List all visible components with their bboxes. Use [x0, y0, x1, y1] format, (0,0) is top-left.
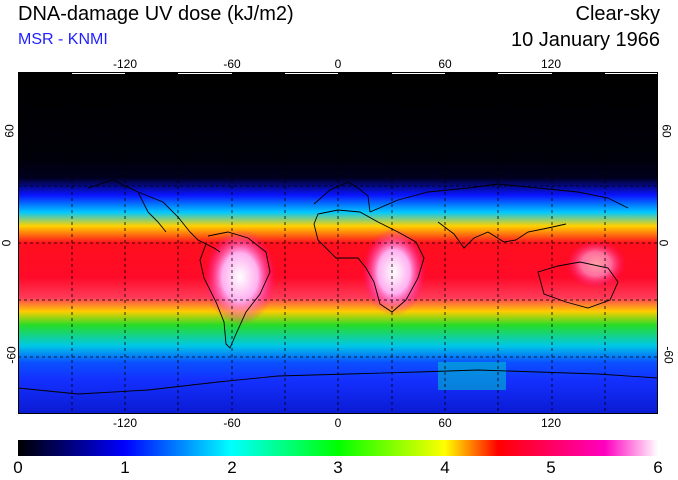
- bottom-lon-label: -120: [112, 416, 138, 430]
- map-title: DNA-damage UV dose (kJ/m2): [18, 3, 294, 25]
- colorbar-gradient: [18, 440, 658, 456]
- top-lon-label: -60: [223, 57, 241, 71]
- africa-hotspot: [362, 228, 426, 316]
- colorbar-label: 6: [653, 458, 663, 477]
- colorbar-label: 0: [13, 458, 23, 477]
- colorbar-label: 2: [227, 458, 237, 477]
- date-label: 10 January 1966: [510, 29, 660, 51]
- left-lat-label: -60: [4, 346, 19, 364]
- bottom-lon-label: 120: [540, 416, 562, 430]
- antarctic-anomaly: [438, 362, 506, 390]
- right-lat-label: 60: [659, 124, 674, 138]
- colorbar-label: 3: [333, 458, 343, 477]
- graticule: [18, 72, 658, 414]
- bottom-lon-label: 0: [334, 416, 342, 430]
- top-lon-label: 120: [540, 57, 562, 71]
- coastlines: [18, 179, 658, 395]
- top-lon-label: 0: [334, 57, 342, 71]
- color-scale-bar: [18, 440, 658, 456]
- colorbar-label: 5: [546, 458, 556, 477]
- left-lat-label: 60: [2, 124, 17, 138]
- australia-hotspot: [566, 240, 626, 288]
- colorbar-label: 4: [440, 458, 450, 477]
- right-lat-label: 0: [656, 239, 671, 247]
- south-america-hotspot: [204, 229, 276, 325]
- map-border: [18, 72, 658, 414]
- source-label: MSR - KNMI: [18, 31, 108, 48]
- bottom-lon-label: 60: [438, 416, 452, 430]
- colorbar-label: 1: [120, 458, 130, 477]
- uv-dose-map: [18, 72, 658, 414]
- right-lat-label: -60: [661, 346, 676, 364]
- left-lat-label: 0: [0, 239, 14, 247]
- sky-condition-label: Clear-sky: [575, 3, 660, 25]
- top-lon-label: -120: [112, 57, 138, 71]
- top-lon-label: 60: [438, 57, 452, 71]
- bottom-lon-label: -60: [223, 416, 241, 430]
